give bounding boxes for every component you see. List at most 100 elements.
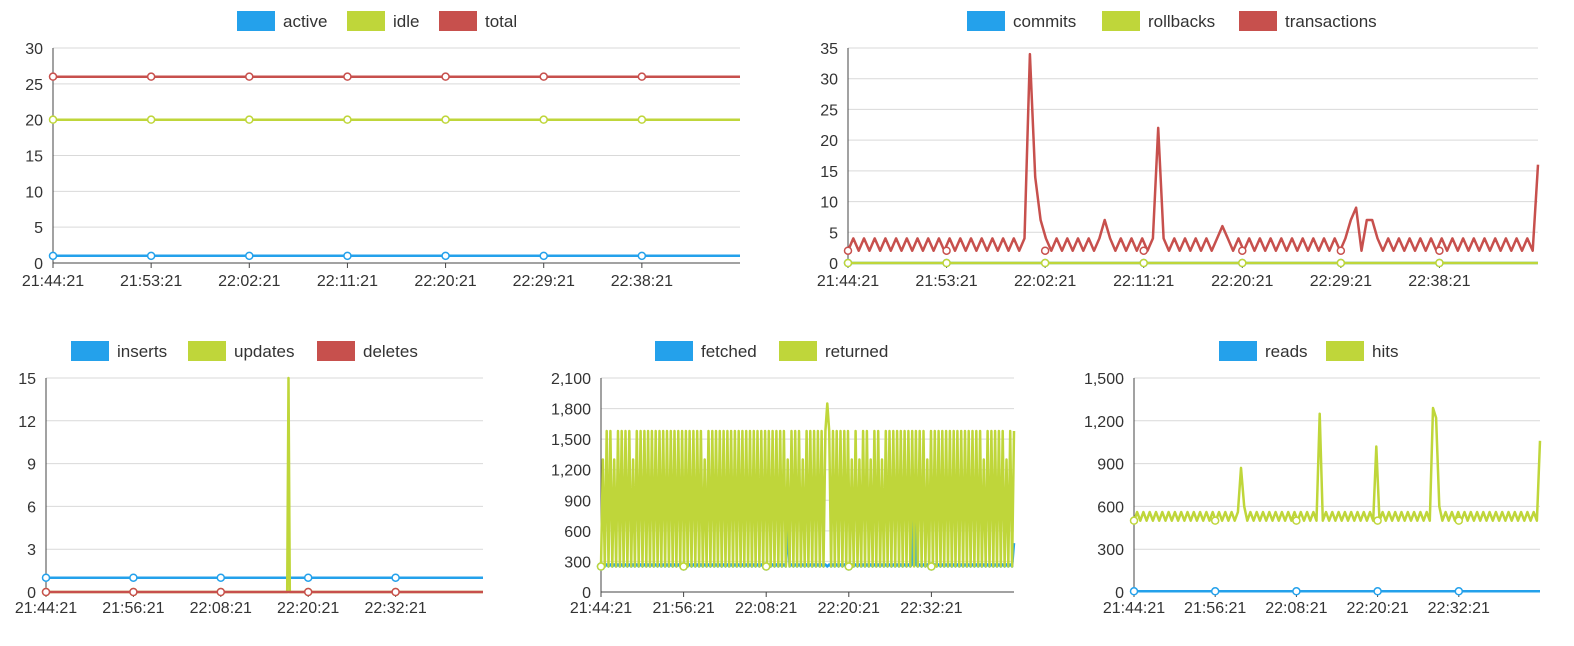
legend-label-rollbacks: rollbacks (1148, 12, 1215, 31)
series-point-total (48, 72, 58, 81)
chart-tuples-read: fetched returned 0 300 600 900 1,200 1,500 1,800… (530, 320, 1050, 646)
y-tick-label: 0 (582, 585, 591, 602)
y-tick-label: 0 (1115, 585, 1124, 602)
y-tick-label: 1,200 (551, 463, 591, 480)
legend-swatch-updates (188, 341, 226, 361)
series-line-returned (599, 402, 1016, 568)
series-point-transactions (1435, 246, 1444, 255)
series-point-reads (1129, 587, 1139, 596)
x-tick-label: 22:29:21 (513, 273, 575, 290)
x-tick-label: 22:02:21 (1014, 273, 1076, 290)
series-point-inserts (391, 573, 400, 582)
x-tick-label: 22:02:21 (218, 273, 280, 290)
series-point-rollbacks (1435, 258, 1444, 268)
legend-swatch-rollbacks (1102, 11, 1140, 31)
x-tick-label: 22:11:21 (317, 273, 378, 290)
legend-swatch-inserts (71, 341, 109, 361)
legend-label-idle: idle (393, 12, 419, 31)
y-tick-label: 5 (34, 220, 43, 237)
chart-transactions-svg: commits rollbacks transactions 0 5 10 15 20 25 30… (817, 11, 1540, 290)
y-tick-label: 6 (27, 499, 36, 516)
series-line-updates (46, 376, 483, 594)
x-tick-label: 22:38:21 (611, 273, 673, 290)
series-point-reads (1373, 587, 1382, 596)
chart-connections-svg: active idle total 0 5 10 15 20 25 30 21:44:21 21:53… (22, 11, 740, 290)
legend-label-transactions: transactions (1285, 12, 1377, 31)
x-tick-label: 21:44:21 (22, 273, 84, 290)
series-point-returned (844, 562, 854, 571)
x-tick-label: 22:08:21 (735, 600, 797, 617)
x-tick-label: 21:44:21 (1103, 600, 1165, 617)
series-point-transactions (1336, 246, 1346, 255)
x-tick-label: 22:32:21 (900, 600, 962, 617)
y-tick-label: 1,500 (551, 432, 591, 449)
x-tick-label: 22:20:21 (1346, 600, 1408, 617)
y-tick-label: 20 (25, 113, 43, 130)
series-point-deletes (391, 587, 400, 597)
series-point-total (146, 72, 156, 81)
y-tick-label: 30 (25, 41, 43, 58)
y-tick-label: 20 (820, 133, 838, 150)
series-point-idle (343, 115, 352, 124)
series-point-idle (146, 115, 156, 124)
series-point-total (441, 72, 450, 81)
series-point-returned (927, 562, 936, 571)
series-point-active (343, 251, 352, 261)
legend-label-total: total (485, 12, 517, 31)
x-tick-label: 22:29:21 (1310, 273, 1372, 290)
x-tick-label: 21:44:21 (15, 600, 77, 617)
legend-swatch-transactions (1239, 11, 1277, 31)
series-point-rollbacks (843, 258, 853, 268)
y-tick-label: 1,500 (1084, 371, 1124, 388)
x-tick-label: 22:38:21 (1408, 273, 1470, 290)
y-tick-label: 0 (829, 256, 838, 273)
series-point-rollbacks (942, 258, 951, 268)
y-tick-label: 25 (820, 102, 838, 119)
series-point-transactions (1139, 246, 1148, 255)
series-point-active (539, 251, 548, 261)
y-tick-label: 30 (820, 72, 838, 89)
x-tick-label: 22:32:21 (364, 600, 426, 617)
legend-label-deletes: deletes (363, 342, 418, 361)
series-point-returned (679, 562, 688, 571)
legend-swatch-idle (347, 11, 385, 31)
y-tick-label: 600 (564, 524, 591, 541)
legend-swatch-total (439, 11, 477, 31)
series-point-hits (1373, 516, 1382, 525)
series-point-active (245, 251, 254, 261)
series-point-idle (48, 115, 58, 124)
series-point-idle (441, 115, 450, 124)
x-tick-label: 22:20:21 (414, 273, 476, 290)
series-point-rollbacks (1238, 258, 1247, 268)
series-point-transactions (1238, 246, 1247, 255)
y-tick-label: 25 (25, 77, 43, 94)
series-point-hits (1129, 516, 1139, 525)
x-tick-label: 22:32:21 (1428, 600, 1490, 617)
legend-swatch-returned (779, 341, 817, 361)
x-tick-label: 22:20:21 (1211, 273, 1273, 290)
series-point-total (245, 72, 254, 81)
y-tick-label: 15 (820, 164, 838, 181)
series-point-total (539, 72, 548, 81)
legend-swatch-hits (1326, 341, 1364, 361)
series-point-rollbacks (1040, 258, 1050, 268)
x-tick-label: 22:20:21 (818, 600, 880, 617)
x-tick-label: 22:08:21 (1265, 600, 1327, 617)
legend-label-updates: updates (234, 342, 295, 361)
legend-swatch-deletes (317, 341, 355, 361)
series-point-idle (539, 115, 548, 124)
series-point-active (441, 251, 450, 261)
x-tick-label: 21:44:21 (817, 273, 879, 290)
y-tick-label: 300 (1097, 542, 1124, 559)
legend-label-hits: hits (1372, 342, 1398, 361)
legend-label-returned: returned (825, 342, 888, 361)
y-tick-label: 35 (820, 41, 838, 58)
series-point-idle (245, 115, 254, 124)
x-tick-label: 22:08:21 (190, 600, 252, 617)
series-line-transactions (846, 52, 1540, 252)
x-tick-label: 21:53:21 (120, 273, 182, 290)
series-point-inserts (216, 573, 226, 582)
x-tick-label: 22:11:21 (1113, 273, 1174, 290)
series-point-inserts (129, 573, 138, 582)
chart-tuples-read-svg: fetched returned 0 300 600 900 1,200 1,500 1,800… (551, 341, 1016, 617)
